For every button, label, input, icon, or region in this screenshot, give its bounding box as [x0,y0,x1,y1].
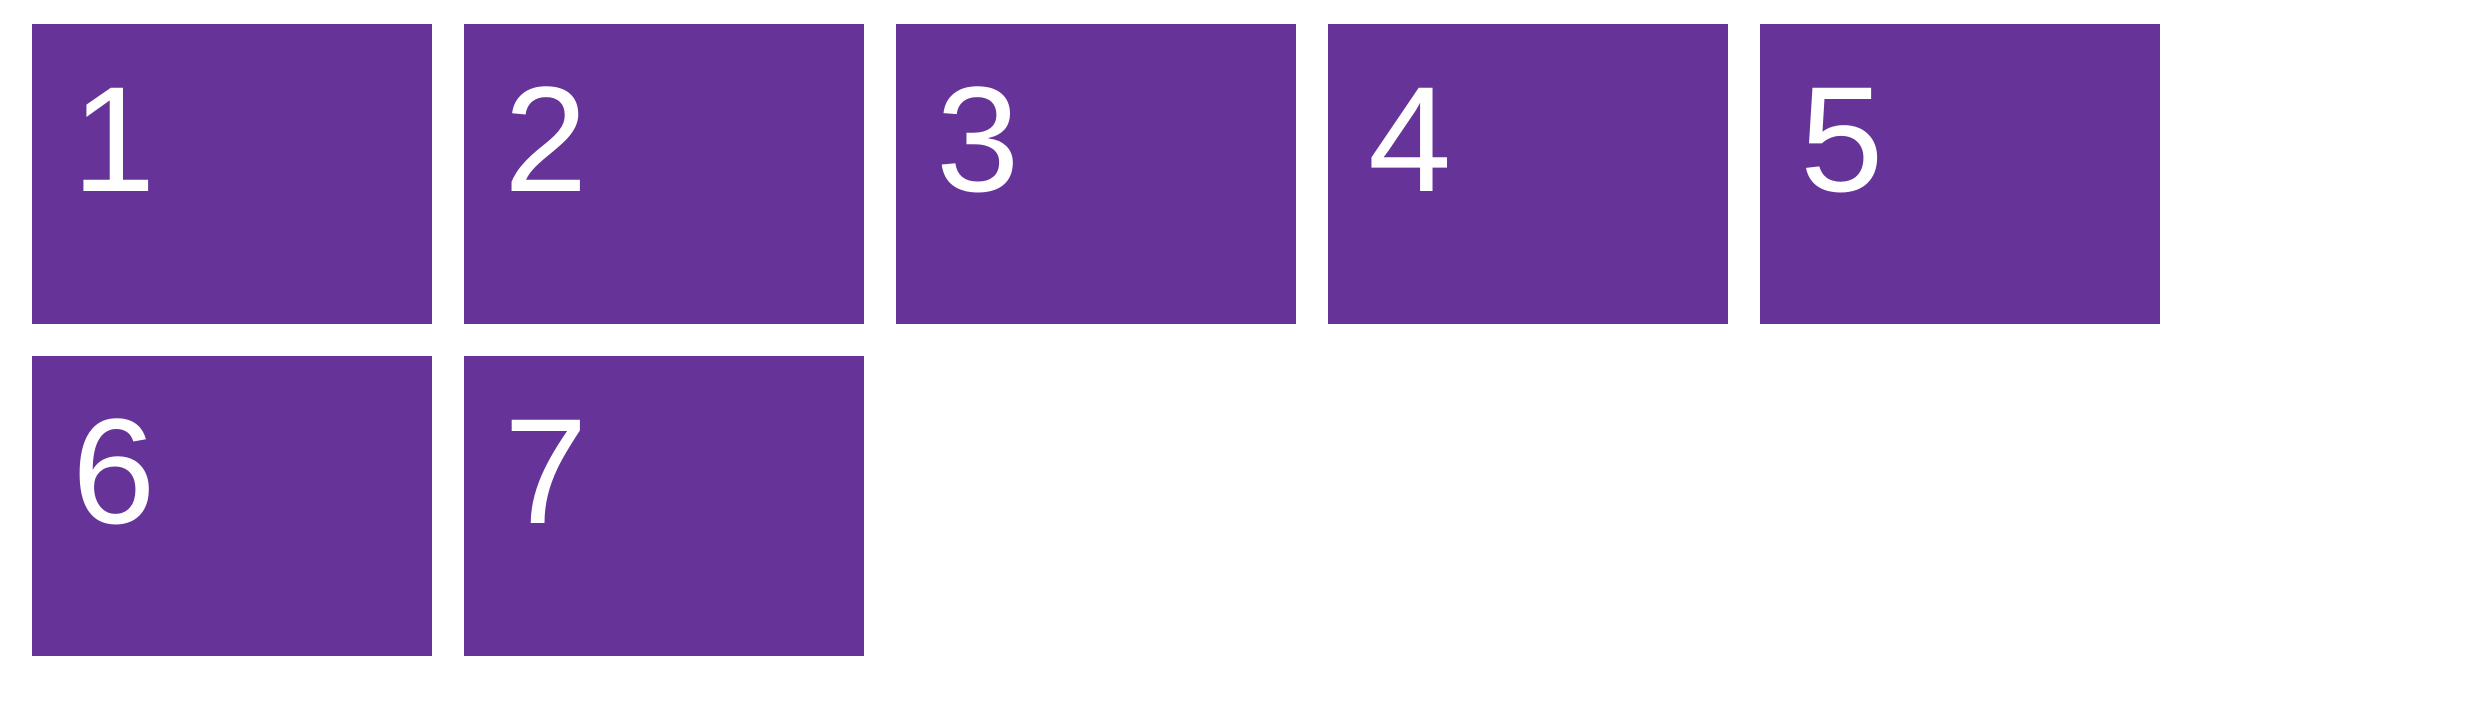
tile-number: 7 [504,387,588,555]
tile-number: 1 [72,55,156,223]
tile-number: 2 [504,55,588,223]
tile-2: 2 [464,24,864,324]
tile-1: 1 [32,24,432,324]
tile-5: 5 [1760,24,2160,324]
tile-number: 5 [1800,55,1884,223]
tile-4: 4 [1328,24,1728,324]
tile-6: 6 [32,356,432,656]
tile-grid: 1 2 3 4 5 6 7 [32,24,2160,656]
tile-3: 3 [896,24,1296,324]
tile-number: 6 [72,387,156,555]
tile-7: 7 [464,356,864,656]
tile-number: 3 [936,55,1020,223]
tile-number: 4 [1368,55,1452,223]
